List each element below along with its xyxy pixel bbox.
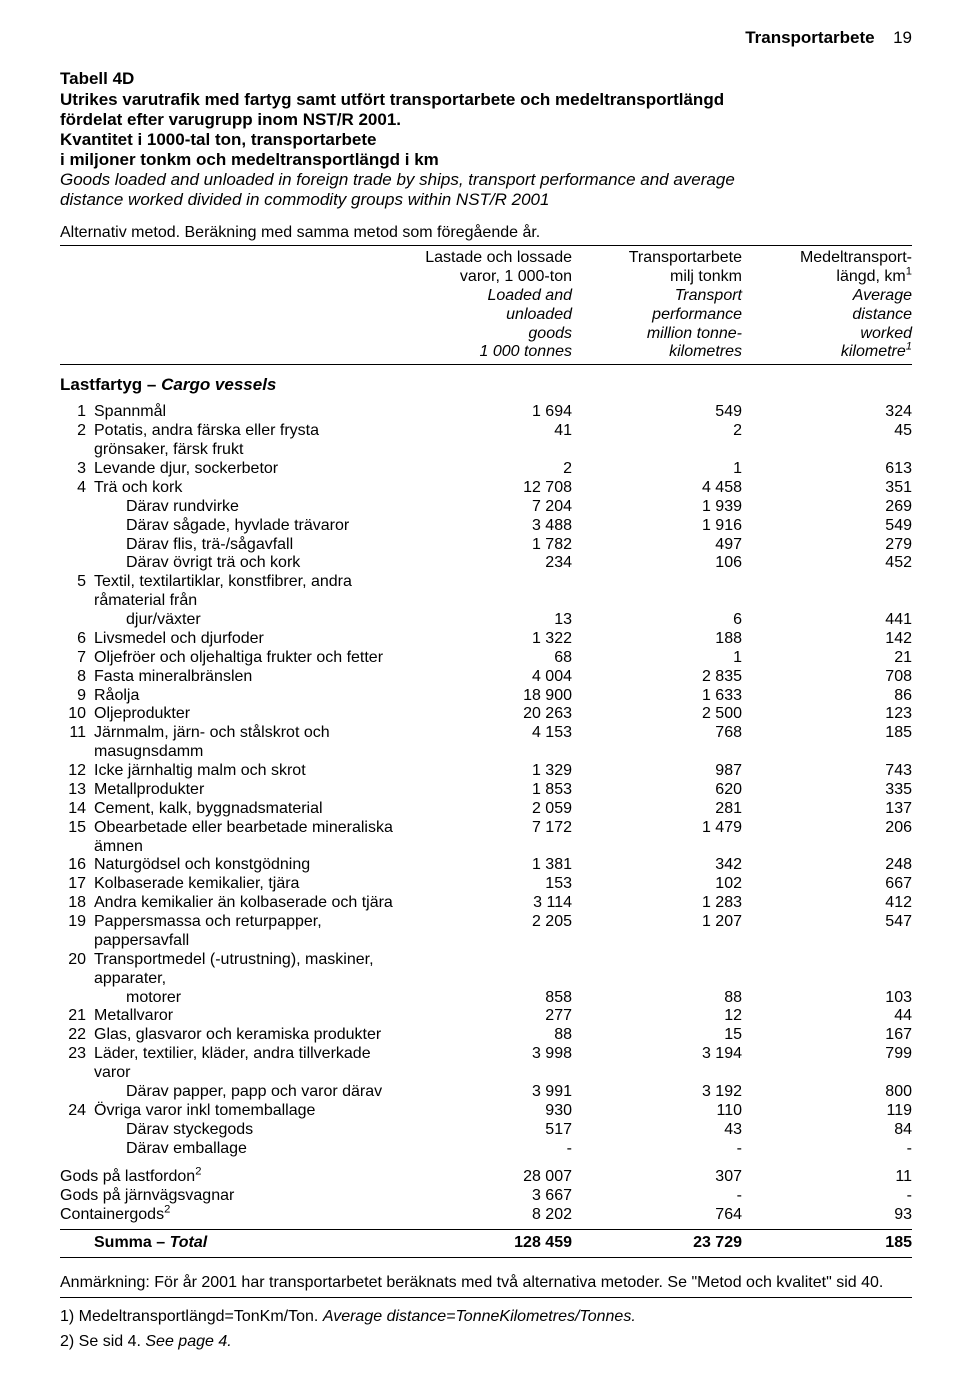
header-title: Transportarbete: [745, 28, 874, 47]
col2-en: Transport performance million tonne- kil…: [572, 287, 742, 363]
footnote-1: 1) Medeltransportlängd=TonKm/Ton. Averag…: [60, 1308, 912, 1327]
page-header: Transportarbete 19: [60, 28, 912, 49]
table-row: Därav sågade, hyvlade trävaror3 4881 916…: [60, 517, 912, 536]
table-row: Därav papper, papp och varor därav3 9913…: [60, 1083, 912, 1102]
table-row: 5Textil, textilartiklar, konstfibrer, an…: [60, 573, 912, 611]
section-title: Lastfartyg – Cargo vessels: [60, 375, 912, 395]
table-row: 15Obearbetade eller bearbetade mineralis…: [60, 819, 912, 857]
col3-sv: Medeltransport- längd, km1: [742, 249, 912, 287]
table-row: 13Metallprodukter1 853620335: [60, 781, 912, 800]
title-line-1: Utrikes varutrafik med fartyg samt utför…: [60, 90, 912, 110]
table-row: 11Järnmalm, järn- och stålskrot och masu…: [60, 724, 912, 762]
table-row: 23Läder, textilier, kläder, andra tillve…: [60, 1045, 912, 1083]
table-row: 8Fasta mineralbränslen4 0042 835708: [60, 668, 912, 687]
table-row: Därav emballage---: [60, 1140, 912, 1159]
remark: Anmärkning: För år 2001 har transportarb…: [60, 1274, 912, 1293]
table-row: motorer85888103: [60, 989, 912, 1008]
footnote-2: 2) Se sid 4. See page 4.: [60, 1333, 912, 1352]
table-row: 9Råolja18 9001 63386: [60, 687, 912, 706]
data-rows: 1Spannmål1 6945493242Potatis, andra färs…: [60, 403, 912, 1158]
table-row: Därav flis, trä-/sågavfall1 782497279: [60, 536, 912, 555]
table-row: Därav övrigt trä och kork234106452: [60, 554, 912, 573]
table-row: 1Spannmål1 694549324: [60, 403, 912, 422]
col3-en: Average distance worked kilometre1: [742, 287, 912, 363]
table-row: 21Metallvaror2771244: [60, 1007, 912, 1026]
table-row: 18Andra kemikalier än kolbaserade och tj…: [60, 894, 912, 913]
table-row: 22Glas, glasvaror och keramiska produkte…: [60, 1026, 912, 1045]
table-row: Därav rundvirke7 2041 939269: [60, 498, 912, 517]
title-line-2: fördelat efter varugrupp inom NST/R 2001…: [60, 110, 912, 130]
col1-sv: Lastade och lossade varor, 1 000-ton: [402, 249, 572, 287]
col1-en: Loaded and unloaded goods 1 000 tonnes: [402, 287, 572, 363]
table-row: 4Trä och kork12 7084 458351: [60, 479, 912, 498]
title-line-3: Kvantitet i 1000-tal ton, transportarbet…: [60, 130, 912, 150]
table-row: 14Cement, kalk, byggnadsmaterial2 059281…: [60, 800, 912, 819]
title-line-5: Goods loaded and unloaded in foreign tra…: [60, 170, 912, 190]
table-row: 17Kolbaserade kemikalier, tjära153102667: [60, 875, 912, 894]
table-row: 16Naturgödsel och konstgödning1 38134224…: [60, 856, 912, 875]
extra-row: Gods på järnvägsvagnar3 667--: [60, 1187, 912, 1206]
table-row: 12Icke järnhaltig malm och skrot1 329987…: [60, 762, 912, 781]
rule-top: [60, 245, 912, 246]
alt-method: Alternativ metod. Beräkning med samma me…: [60, 224, 912, 243]
col2-sv: Transportarbete milj tonkm: [572, 249, 742, 287]
extra-row: Containergods28 20276493: [60, 1206, 912, 1225]
table-row: 6Livsmedel och djurfoder1 322188142: [60, 630, 912, 649]
table-row: 20Transportmedel (-utrustning), maskiner…: [60, 951, 912, 989]
table-label: Tabell 4D: [60, 69, 912, 89]
column-headers: Lastade och lossade varor, 1 000-ton Tra…: [60, 249, 912, 287]
table-row: 3Levande djur, sockerbetor21613: [60, 460, 912, 479]
table-row: 19Pappersmassa och returpapper, pappersa…: [60, 913, 912, 951]
table-row: 2Potatis, andra färska eller frysta grön…: [60, 422, 912, 460]
table-row: djur/växter136441: [60, 611, 912, 630]
table-row: 7Oljefröer och oljehaltiga frukter och f…: [60, 649, 912, 668]
rule-mid: [60, 364, 912, 365]
title-line-4: i miljoner tonkm och medeltransportlängd…: [60, 150, 912, 170]
table-row: Därav styckegods5174384: [60, 1121, 912, 1140]
extra-row: Gods på lastfordon228 00730711: [60, 1168, 912, 1187]
column-headers-en: Loaded and unloaded goods 1 000 tonnes T…: [60, 287, 912, 363]
header-page: 19: [893, 28, 912, 47]
total-row: Summa – Total 128 459 23 729 185: [60, 1234, 912, 1253]
table-row: 10Oljeprodukter20 2632 500123: [60, 705, 912, 724]
table-row: 24Övriga varor inkl tomemballage93011011…: [60, 1102, 912, 1121]
title-line-6: distance worked divided in commodity gro…: [60, 190, 912, 210]
extra-rows: Gods på lastfordon228 00730711Gods på jä…: [60, 1168, 912, 1225]
